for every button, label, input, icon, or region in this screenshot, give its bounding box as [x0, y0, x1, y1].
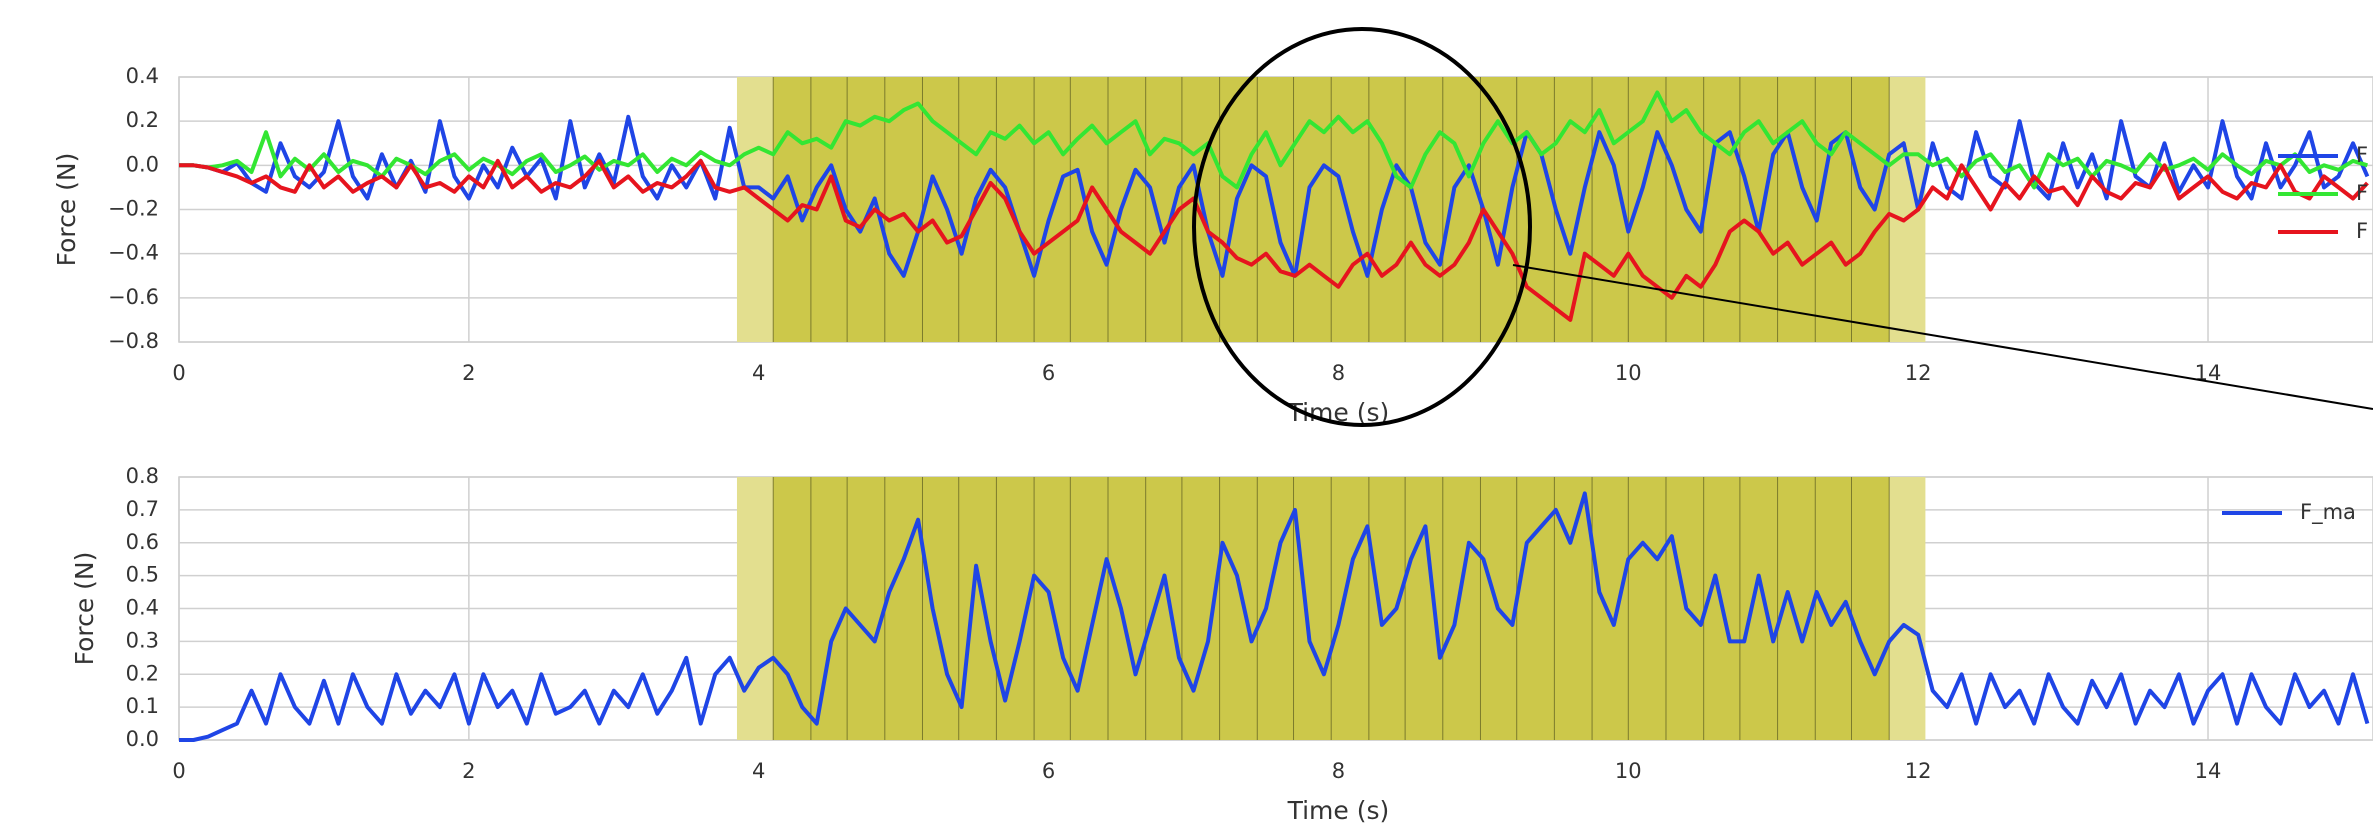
x-tick-label: 0 [172, 361, 185, 385]
y-tick-label: −0.6 [108, 285, 159, 309]
legend-label: F_ma [2300, 500, 2356, 525]
y-tick-label: −0.4 [108, 241, 159, 265]
data-line [179, 90, 2368, 190]
y-tick-label: 0.6 [126, 530, 159, 554]
x-tick-label: 8 [1332, 759, 1345, 783]
y-tick-label: 0.0 [126, 152, 159, 176]
x-tick-label: 4 [752, 759, 765, 783]
axes: 0 2 4 6 8 10 12 14−0.8−0.6−0.4−0.20.00.20.4Time… [52, 64, 2373, 427]
x-tick-label: 2 [462, 759, 475, 783]
axes: 0 2 4 6 8 10 12 14 0.0 0.1 0.2 0.3 0.4 0.5 0.6 0.7 0.8 Ti… [70, 464, 2373, 824]
x-tick-label: 14 [2195, 759, 2222, 783]
y-axis-label: Force (N) [70, 552, 99, 666]
legend-label: F [2356, 181, 2368, 205]
x-tick-label: 0 [172, 759, 185, 783]
plots: 0 2 4 6 8 10 12 14 −0.8 −0.6 −0.4 −0.2 0.0 0.2 0.4 Time… [52, 64, 2373, 824]
y-tick-label: −0.8 [108, 329, 159, 353]
y-tick-label: −0.2 [108, 197, 159, 221]
data-line [179, 491, 2370, 742]
legend-label: F [2356, 143, 2368, 167]
x-tick-label: 2 [462, 361, 475, 385]
y-axis-label: Force (N) [52, 153, 81, 267]
y-tick-label: 0.4 [126, 596, 159, 620]
x-tick-label: 8 [1332, 361, 1345, 385]
x-tick-label: 6 [1042, 759, 1055, 783]
x-tick-label: 12 [1905, 361, 1932, 385]
legend-label: F [2356, 219, 2368, 243]
y-tick-label: 0.2 [126, 661, 159, 685]
callout-line [1512, 264, 2373, 410]
x-tick-label: 10 [1615, 759, 1642, 783]
x-tick-label: 10 [1615, 361, 1642, 385]
x-tick-label: 4 [752, 361, 765, 385]
x-axis-label: Time (s) [1287, 796, 1390, 824]
y-tick-label: 0.2 [126, 108, 159, 132]
y-tick-label: 0.1 [126, 694, 159, 718]
x-tick-label: 12 [1905, 759, 1932, 783]
y-tick-label: 0.5 [126, 563, 159, 587]
highlight-circle [1192, 27, 1532, 427]
y-tick-label: 0.8 [126, 464, 159, 488]
y-tick-label: 0.4 [126, 64, 159, 88]
data-line [179, 158, 2369, 322]
y-tick-label: 0.0 [126, 727, 159, 751]
y-tick-label: 0.3 [126, 628, 159, 652]
y-tick-label: 0.7 [126, 497, 159, 521]
x-tick-label: 6 [1042, 361, 1055, 385]
